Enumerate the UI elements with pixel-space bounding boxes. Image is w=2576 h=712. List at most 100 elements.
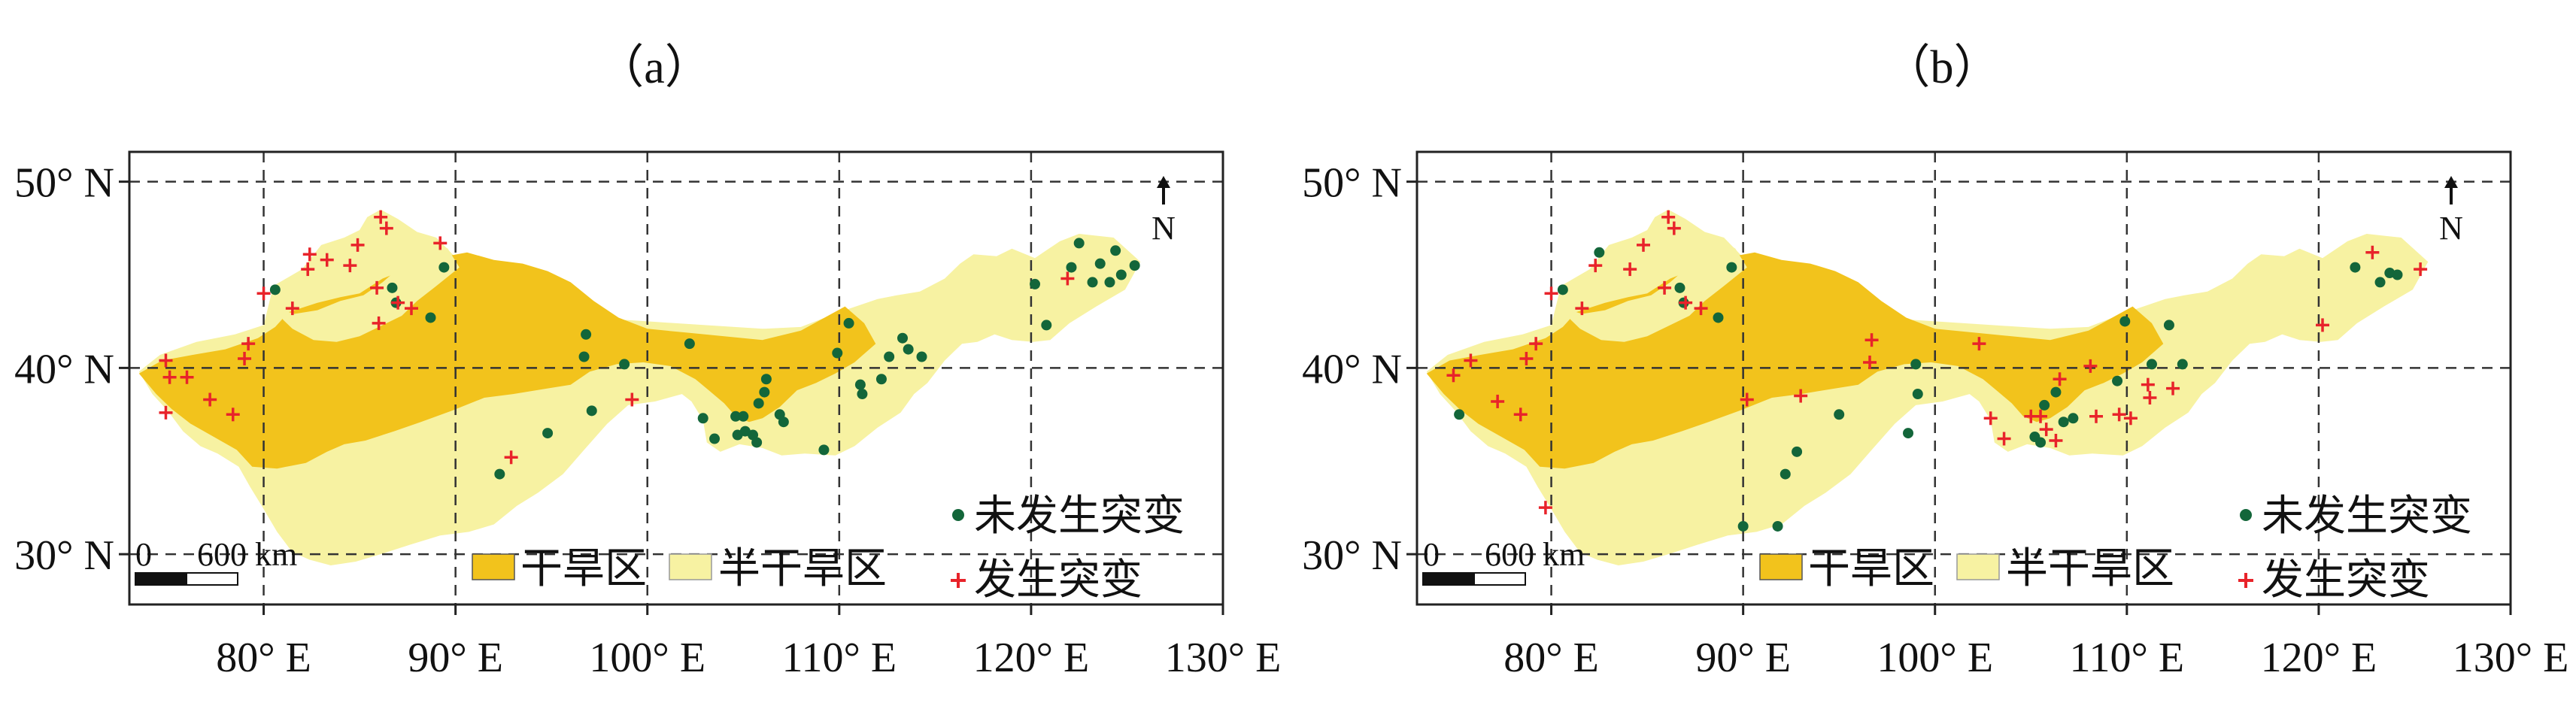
station-mutation bbox=[379, 221, 393, 235]
station-mutation bbox=[1446, 368, 1461, 383]
north-arrow bbox=[1157, 176, 1170, 205]
y-tick-label: 50° N bbox=[1302, 160, 1402, 207]
x-tick-label: 130° E bbox=[2453, 635, 2569, 681]
y-tick-label: 30° N bbox=[1302, 532, 1402, 579]
station-mutation bbox=[350, 238, 365, 252]
station-no-mutation bbox=[2146, 359, 2157, 370]
station-no-mutation bbox=[586, 405, 597, 417]
scale-distance-label: 600 km bbox=[197, 536, 297, 573]
north-label: N bbox=[1151, 210, 1176, 247]
station-no-mutation bbox=[494, 468, 505, 480]
station-no-mutation bbox=[438, 262, 450, 273]
station-mutation bbox=[2123, 411, 2138, 426]
scale-bar-light bbox=[186, 572, 238, 586]
station-no-mutation bbox=[760, 374, 772, 385]
scale-bar-light bbox=[1473, 572, 1526, 586]
station-no-mutation bbox=[1780, 468, 1791, 480]
station-no-mutation bbox=[2392, 269, 2403, 280]
station-no-mutation bbox=[2112, 375, 2123, 386]
station-mutation bbox=[2414, 262, 2428, 277]
station-mutation bbox=[2143, 391, 2157, 405]
map-panel-b: （b） 80° E 90° E 100° E 110° E 120° E 130° E 50°… bbox=[1288, 0, 2575, 712]
x-tick-label: 130° E bbox=[1165, 635, 1282, 681]
station-no-mutation bbox=[425, 312, 436, 323]
map-svg: （b） 80° E 90° E 100° E 110° E 120° E 130° E 50°… bbox=[1302, 42, 2569, 681]
x-tick-label: 100° E bbox=[589, 635, 705, 681]
station-mutation bbox=[1667, 221, 1681, 235]
map-panel-a: （a） 80° E 90° E 100° E 110° E 120° E 130° E 50°… bbox=[14, 42, 1282, 681]
station-mutation bbox=[1513, 408, 1528, 422]
station-no-mutation bbox=[697, 413, 708, 424]
station-mutation bbox=[285, 301, 299, 316]
station-no-mutation bbox=[832, 347, 843, 359]
station-no-mutation bbox=[542, 428, 554, 439]
x-tick-label: 80° E bbox=[1503, 635, 1599, 681]
station-mutation bbox=[2034, 409, 2048, 423]
station-no-mutation bbox=[2068, 413, 2079, 424]
station-mutation bbox=[1464, 353, 1478, 368]
station-no-mutation bbox=[1129, 260, 1140, 271]
station-no-mutation bbox=[619, 359, 630, 370]
station-mutation bbox=[1740, 392, 1754, 407]
station-no-mutation bbox=[1792, 446, 1803, 457]
station-mutation bbox=[256, 286, 271, 301]
legend-semi-arid-swatch bbox=[669, 553, 712, 580]
station-no-mutation bbox=[2035, 437, 2047, 448]
station-no-mutation bbox=[269, 284, 281, 295]
station-mutation bbox=[1491, 394, 1505, 408]
station-mutation bbox=[1575, 301, 1589, 316]
arid-region bbox=[138, 252, 876, 469]
station-mutation bbox=[343, 259, 357, 273]
station-no-mutation bbox=[387, 282, 398, 293]
station-mutation bbox=[162, 370, 177, 384]
scale-bar-dark bbox=[1422, 572, 1475, 586]
station-mutation bbox=[2112, 408, 2126, 422]
north-label: N bbox=[2439, 210, 2463, 247]
station-no-mutation bbox=[1115, 269, 1127, 280]
station-mutation bbox=[1983, 411, 1998, 426]
station-mutation bbox=[302, 247, 317, 262]
legend-arid-label: 干旱区 bbox=[1808, 544, 1934, 593]
legend-arid-label: 干旱区 bbox=[520, 544, 647, 593]
map-frame bbox=[128, 150, 1224, 606]
x-tick-label: 100° E bbox=[1877, 635, 1993, 681]
x-tick-label: 110° E bbox=[2070, 635, 2185, 681]
station-no-mutation bbox=[1030, 278, 1041, 289]
station-no-mutation bbox=[843, 317, 854, 329]
station-mutation bbox=[1060, 271, 1075, 286]
station-mutation bbox=[404, 301, 418, 316]
station-mutation bbox=[1658, 280, 1672, 295]
station-no-mutation bbox=[1454, 409, 1465, 420]
station-mutation bbox=[1544, 286, 1558, 301]
station-mutation bbox=[238, 351, 252, 365]
station-no-mutation bbox=[2350, 262, 2361, 273]
station-no-mutation bbox=[2119, 316, 2131, 327]
station-no-mutation bbox=[732, 429, 743, 441]
x-tick-label: 80° E bbox=[216, 635, 311, 681]
station-mutation bbox=[1623, 262, 1637, 277]
legend-mutation-label: 发生突变 bbox=[2262, 556, 2430, 604]
station-no-mutation bbox=[818, 444, 830, 456]
station-no-mutation bbox=[916, 351, 927, 362]
legend-arid-swatch bbox=[472, 553, 515, 580]
x-tick-label: 120° E bbox=[973, 635, 1090, 681]
station-mutation bbox=[1972, 337, 1986, 351]
station-mutation bbox=[2166, 381, 2180, 395]
y-tick-label: 40° N bbox=[1302, 346, 1402, 392]
station-mutation bbox=[2049, 433, 2063, 447]
station-no-mutation bbox=[2374, 277, 2386, 288]
station-no-mutation bbox=[875, 374, 887, 385]
station-mutation bbox=[2365, 245, 2380, 259]
station-no-mutation bbox=[578, 351, 590, 362]
station-mutation bbox=[1529, 337, 1543, 351]
legend-no-mutation-label: 未发生突变 bbox=[2262, 492, 2472, 541]
station-mutation bbox=[1694, 301, 1708, 316]
station-no-mutation bbox=[1073, 238, 1085, 249]
station-no-mutation bbox=[2163, 320, 2174, 331]
station-mutation bbox=[159, 353, 173, 368]
station-mutation bbox=[2053, 372, 2067, 386]
legend-semi-arid-label: 半干旱区 bbox=[2006, 544, 2174, 593]
y-tick-label: 40° N bbox=[14, 346, 114, 392]
y-tick-label: 50° N bbox=[14, 160, 114, 207]
legend-semi-arid-label: 半干旱区 bbox=[718, 544, 887, 593]
